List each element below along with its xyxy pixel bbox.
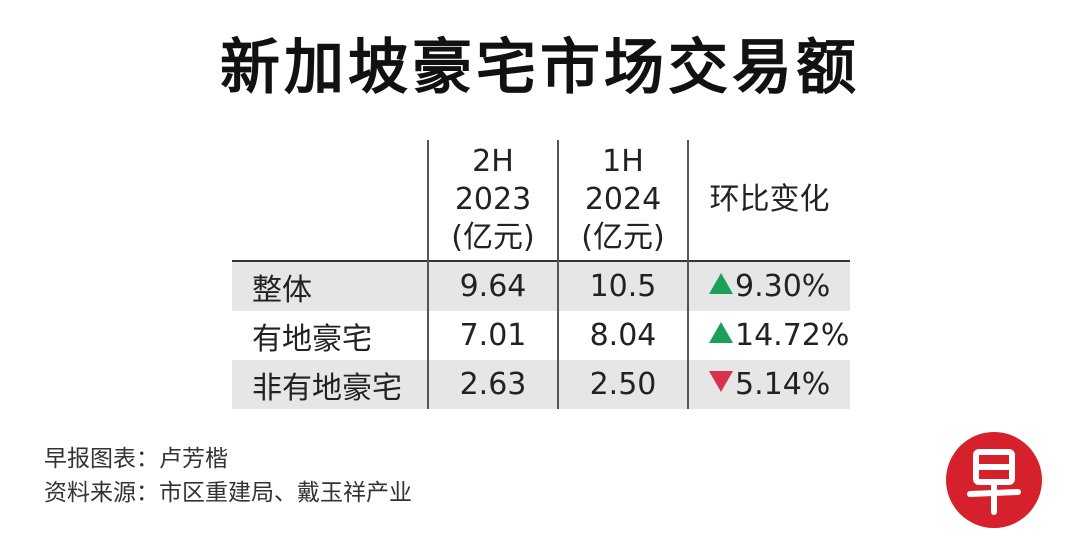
column-header-line: 环比变化 bbox=[709, 182, 830, 217]
table-row-non-landed: 非有地豪宅 2.63 2.50 5.14% bbox=[232, 360, 850, 409]
column-header-line: 2024 bbox=[584, 182, 662, 217]
column-header-line: 2023 bbox=[454, 182, 532, 217]
change-cell: 14.72% bbox=[687, 311, 850, 360]
table-row-landed: 有地豪宅 7.01 8.04 14.72% bbox=[232, 311, 850, 360]
page-title: 新加坡豪宅市场交易额 bbox=[220, 33, 860, 103]
data-table: 2H 2023 (亿元) 1H 2024 (亿元) 环比变化 整体 9.64 1… bbox=[232, 140, 850, 410]
change-cell: 9.30% bbox=[687, 260, 850, 311]
column-header-period-a: 2H 2023 (亿元) bbox=[427, 140, 558, 261]
value-period-a: 7.01 bbox=[427, 311, 558, 360]
data-source: 资料来源：市区重建局、戴玉祥产业 bbox=[44, 480, 412, 506]
change-cell: 5.14% bbox=[687, 360, 850, 409]
value-period-a: 9.64 bbox=[427, 260, 558, 311]
column-header-change: 环比变化 bbox=[687, 140, 850, 261]
change-value: 5.14% bbox=[735, 367, 831, 402]
table: 2H 2023 (亿元) 1H 2024 (亿元) 环比变化 整体 9.64 1… bbox=[232, 140, 850, 409]
row-label: 整体 bbox=[232, 260, 428, 311]
header-corner bbox=[232, 140, 428, 261]
value-period-b: 10.5 bbox=[557, 260, 688, 311]
triangle-down-icon bbox=[709, 371, 733, 392]
row-label: 有地豪宅 bbox=[252, 321, 372, 357]
change-value: 14.72% bbox=[735, 318, 850, 353]
triangle-up-icon bbox=[709, 273, 733, 294]
footer: 早报图表：卢芳楷 资料来源：市区重建局、戴玉祥产业 bbox=[44, 442, 412, 510]
column-header-line: (亿元) bbox=[451, 220, 535, 255]
column-header-line: (亿元) bbox=[581, 220, 665, 255]
change-value: 9.30% bbox=[735, 269, 831, 304]
column-header-period-b: 1H 2024 (亿元) bbox=[557, 140, 688, 261]
value-period-b: 2.50 bbox=[557, 360, 688, 409]
column-header-line: 1H bbox=[602, 144, 644, 179]
value-period-b: 8.04 bbox=[557, 311, 688, 360]
logo-glyph-icon bbox=[967, 449, 1021, 515]
chart-credit: 早报图表：卢芳楷 bbox=[44, 446, 228, 472]
zaobao-logo-icon bbox=[946, 432, 1042, 528]
column-header-line: 2H bbox=[472, 144, 514, 179]
triangle-up-icon bbox=[709, 322, 733, 343]
value-period-a: 2.63 bbox=[427, 360, 558, 409]
row-label: 非有地豪宅 bbox=[232, 360, 428, 409]
table-row-overall: 整体 9.64 10.5 9.30% bbox=[232, 260, 850, 311]
header-row: 2H 2023 (亿元) 1H 2024 (亿元) 环比变化 bbox=[232, 140, 850, 261]
